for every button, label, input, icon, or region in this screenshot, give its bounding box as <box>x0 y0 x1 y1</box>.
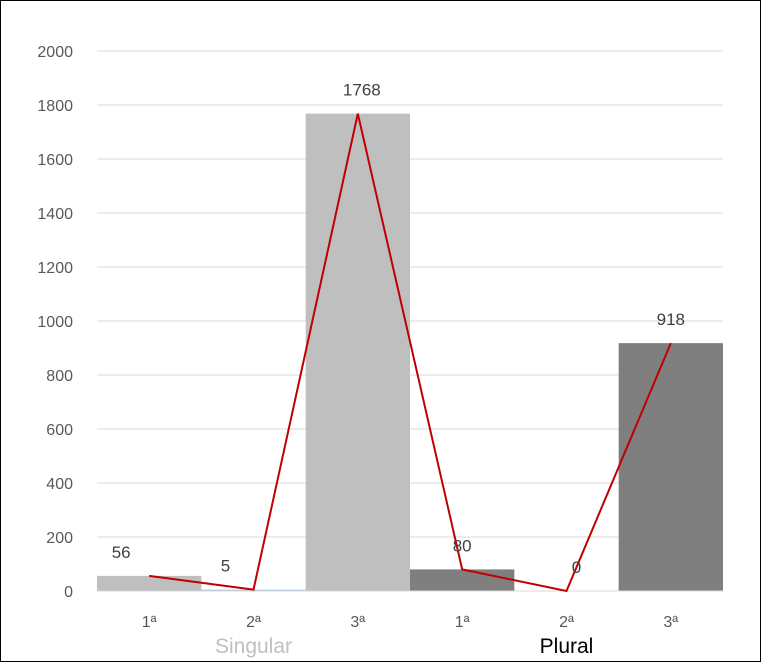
x-tick-label: 3ª <box>350 614 365 631</box>
trend-line <box>149 113 672 593</box>
x-tick-label: 2ª <box>246 614 261 631</box>
x-tick-label: 3ª <box>663 614 678 631</box>
bar <box>305 113 410 591</box>
data-label: 56 <box>112 543 131 562</box>
y-tick-label: 800 <box>46 368 73 385</box>
data-label: 80 <box>453 536 472 555</box>
y-axis: 0 200 400 600 800 1000 1200 1400 1600 1800 2000 <box>37 44 73 601</box>
y-tick-label: 400 <box>46 476 73 493</box>
group-labels: Singular Plural <box>215 635 593 658</box>
y-tick-label: 200 <box>46 530 73 547</box>
data-label: 0 <box>572 558 581 577</box>
bar <box>618 343 723 591</box>
data-label: 918 <box>657 310 685 329</box>
y-tick-label: 2000 <box>37 44 73 61</box>
y-tick-label: 1000 <box>37 314 73 331</box>
y-tick-label: 1800 <box>37 98 73 115</box>
y-tick-label: 0 <box>64 584 73 601</box>
x-tick-label: 1ª <box>142 614 157 631</box>
x-tick-label: 2ª <box>559 614 574 631</box>
x-tick-label: 1ª <box>455 614 470 631</box>
data-label: 1768 <box>343 81 381 100</box>
y-tick-label: 1400 <box>37 206 73 223</box>
bar <box>97 575 202 591</box>
x-axis: 1ª 2ª 3ª 1ª 2ª 3ª <box>97 590 723 631</box>
group-label: Singular <box>215 635 292 658</box>
bars <box>97 113 723 591</box>
trend-line-path <box>149 113 672 593</box>
y-tick-label: 1200 <box>37 260 73 277</box>
data-label: 5 <box>221 557 230 576</box>
y-tick-label: 600 <box>46 422 73 439</box>
bar <box>410 569 515 591</box>
group-label: Plural <box>540 635 594 658</box>
y-tick-label: 1600 <box>37 152 73 169</box>
data-labels: 56 5 1768 80 0 918 <box>112 81 685 577</box>
